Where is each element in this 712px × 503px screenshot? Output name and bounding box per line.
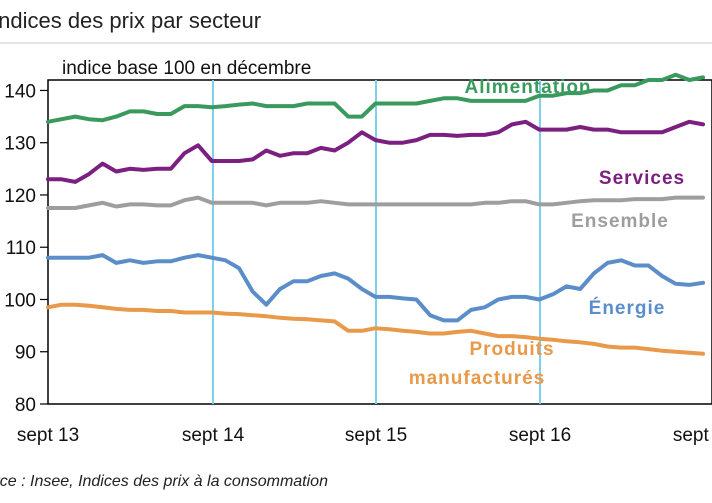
series-line-2 — [46, 195, 705, 210]
y-tick-label: 90 — [15, 343, 36, 364]
grid — [212, 80, 541, 404]
series-line-4 — [46, 302, 705, 356]
series-line-3 — [46, 253, 705, 323]
series-label: Alimentation — [464, 77, 591, 98]
series-label: Ensemble — [571, 211, 669, 232]
chart-source: Source : Insee, Indices des prix à la co… — [0, 473, 328, 490]
y-tick-label: 140 — [4, 81, 36, 102]
x-tick-label: sept 16 — [509, 425, 571, 446]
y-axis-ticks: 80 90 100 110 120 130 140 — [4, 81, 48, 416]
series-label: manufacturés — [409, 368, 546, 389]
y-tick-label: 80 — [15, 395, 36, 416]
series-lines — [46, 72, 705, 356]
chart-title: Indices des prix par secteur — [0, 8, 261, 33]
y-tick-label: 110 — [6, 238, 36, 259]
y-tick-label: 130 — [4, 134, 36, 155]
series-label: Énergie — [589, 297, 666, 319]
series-label: Produits — [469, 339, 554, 360]
title-rule — [0, 42, 712, 44]
chart-subtitle: indice base 100 en décembre — [62, 58, 311, 79]
series-line-0 — [46, 72, 705, 124]
x-tick-label: sept 14 — [182, 425, 245, 446]
y-tick-label: 120 — [4, 186, 36, 207]
x-tick-label: sept 17 — [673, 425, 712, 446]
plot-frame — [47, 79, 712, 405]
x-tick-label: sept 13 — [17, 425, 79, 446]
y-tick-label: 100 — [4, 290, 36, 311]
x-axis-ticks: sept 13 sept 14 sept 15 sept 16 sept 17 — [17, 425, 712, 446]
series-line-1 — [46, 119, 705, 184]
series-labels: Alimentation Services Ensemble Énergie Produ… — [409, 77, 685, 389]
x-tick-label: sept 15 — [345, 425, 407, 446]
series-label: Services — [599, 168, 685, 189]
